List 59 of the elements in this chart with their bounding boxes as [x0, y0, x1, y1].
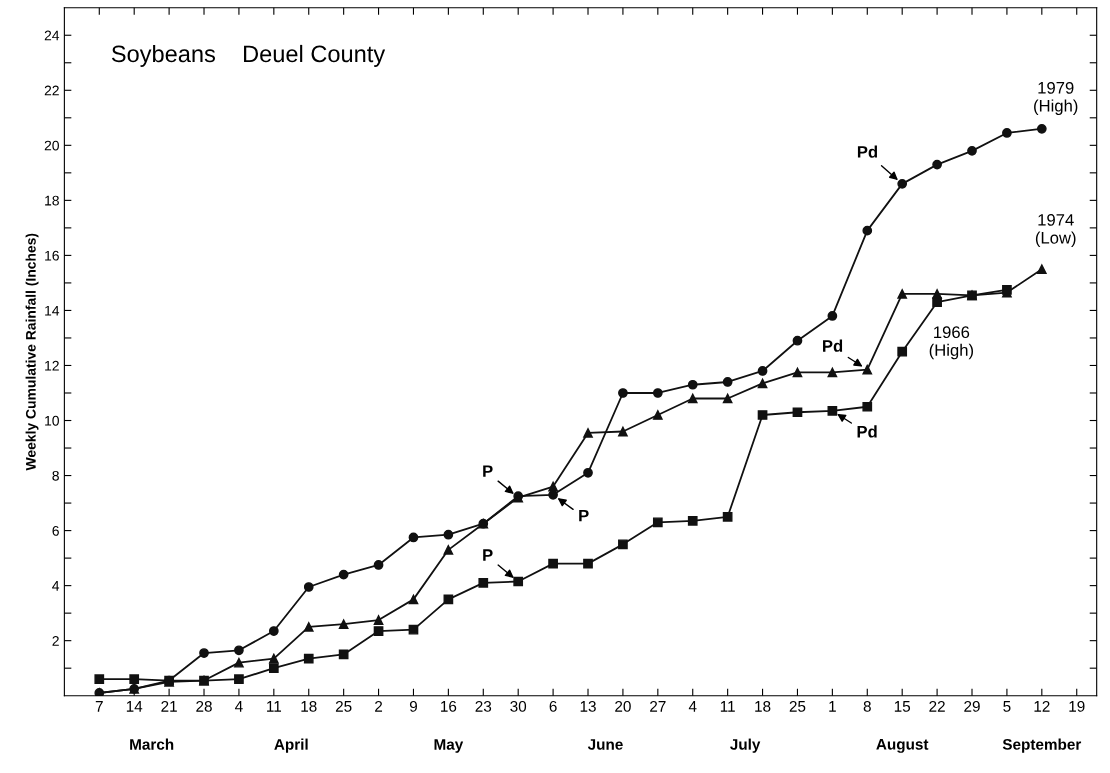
annotation: P [483, 549, 493, 561]
text: September [1002, 738, 1082, 753]
x-tick-label: 12 [1034, 700, 1050, 712]
x-tick-label: 4 [235, 701, 243, 712]
x-tick-label: 27 [650, 700, 666, 712]
x-tick-label: 16 [441, 700, 457, 712]
x-tick-label: 5 [1003, 701, 1011, 712]
annotation: Pd [857, 425, 877, 438]
x-tick-label: 23 [475, 700, 492, 712]
y-tick-label: 20 [44, 140, 59, 151]
x-tick-label: 9 [409, 700, 417, 712]
y-tick-label: 8 [52, 470, 59, 481]
text: August [876, 739, 929, 753]
x-tick-label: 11 [720, 701, 735, 712]
x-tick-label: 28 [196, 700, 212, 712]
text: Soybeans Deuel County [111, 44, 386, 67]
annotation: P [483, 465, 493, 477]
x-tick-label: 4 [688, 701, 697, 712]
text: May [434, 739, 464, 753]
annotation: P [579, 509, 589, 522]
x-tick-label: 18 [301, 700, 317, 712]
y-tick-label: 24 [44, 30, 60, 41]
y-tick-label: 4 [52, 581, 60, 591]
x-tick-label: 13 [580, 700, 596, 712]
x-tick-label: 14 [126, 701, 143, 712]
y-tick-label: 2 [52, 636, 59, 646]
annotation: Pd [823, 339, 843, 352]
text: March [130, 738, 174, 750]
y-tick-label: 14 [45, 305, 60, 316]
x-tick-label: 19 [1069, 700, 1085, 712]
series-label: 1979 (High) [1034, 81, 1078, 115]
series-label: 1966 (High) [929, 326, 974, 360]
x-tick-label: 25 [335, 700, 352, 712]
y-tick-label: 6 [52, 525, 59, 536]
x-tick-label: 2 [375, 700, 383, 712]
y-tick-label: 12 [45, 360, 59, 371]
x-tick-label: 21 [161, 700, 177, 712]
y-tick-label: 10 [45, 415, 59, 426]
series-label: 1974 (Low) [1035, 213, 1076, 248]
y-tick-label: 16 [45, 250, 59, 261]
x-tick-label: 22 [929, 700, 945, 712]
text: July [730, 738, 761, 753]
y-tick-label: 18 [45, 195, 59, 206]
y-tick-label: 22 [44, 85, 59, 96]
x-tick-label: 15 [894, 701, 911, 712]
y-axis-title: Weekly Cumulative Rainfall (Inches) [25, 233, 39, 471]
x-tick-label: 18 [755, 700, 771, 712]
x-tick-label: 7 [95, 701, 103, 712]
x-tick-label: 25 [789, 700, 806, 712]
text: April [274, 738, 308, 753]
annotation: Pd [857, 145, 878, 158]
x-tick-label: 29 [964, 700, 980, 712]
x-tick-label: 6 [549, 700, 557, 712]
x-tick-label: 11 [267, 701, 282, 712]
x-tick-label: 1 [829, 701, 836, 712]
text: June [587, 739, 623, 750]
x-tick-label: 20 [615, 700, 631, 712]
x-tick-label: 30 [510, 700, 527, 712]
x-tick-label: 8 [863, 700, 871, 712]
